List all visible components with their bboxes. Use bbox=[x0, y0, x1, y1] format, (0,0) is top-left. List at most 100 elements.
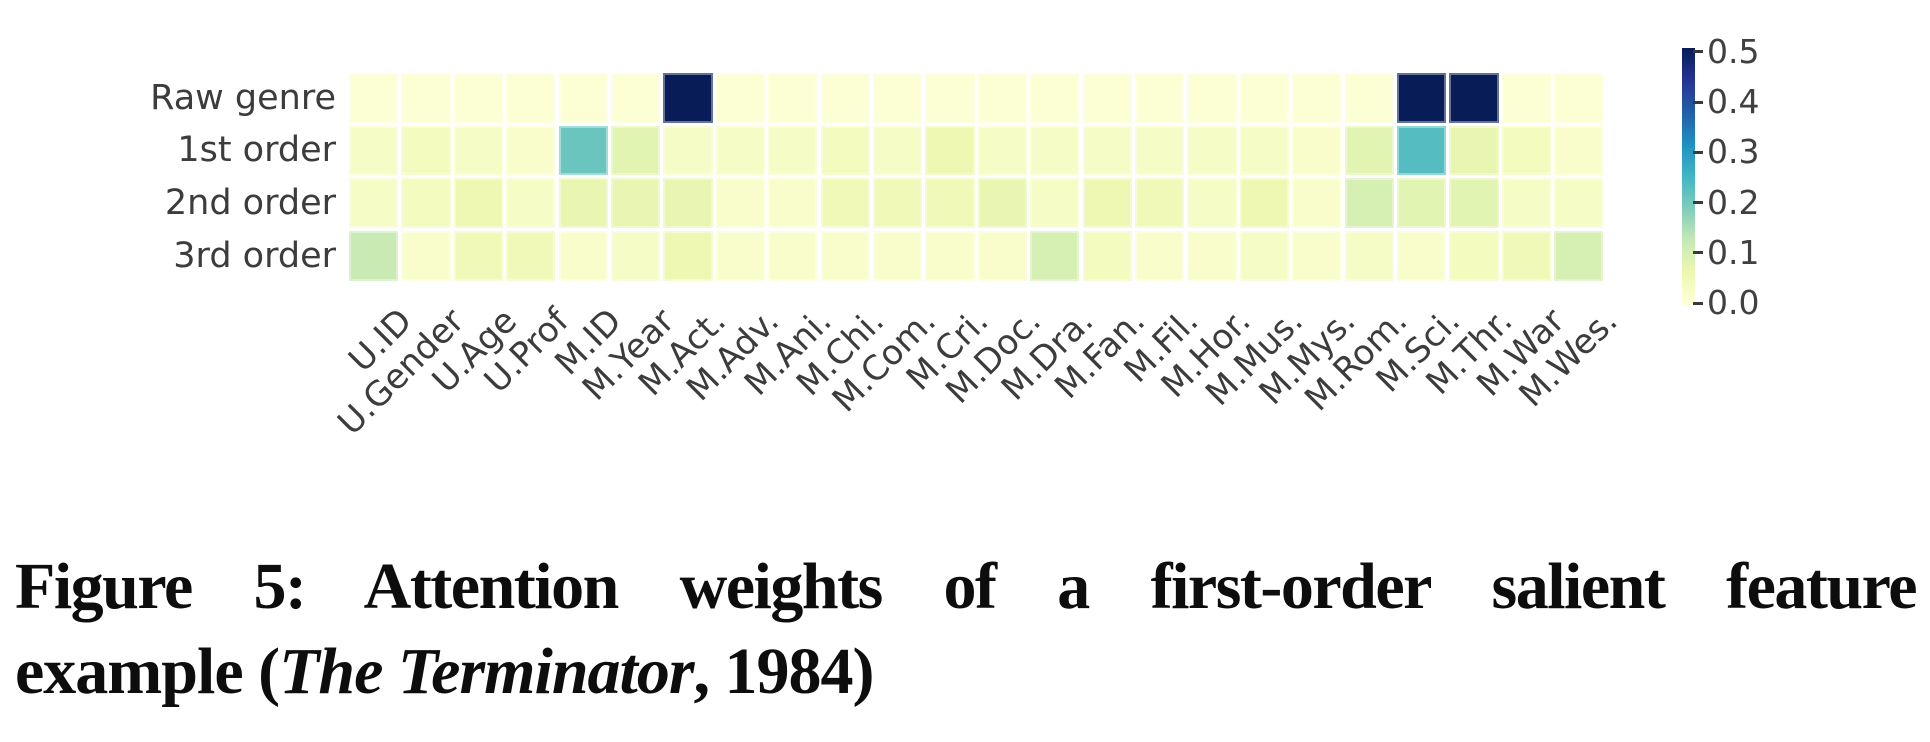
heatmap-cell bbox=[1292, 73, 1342, 123]
heatmap-cell bbox=[558, 231, 608, 281]
caption-line-2: example (The Terminator, 1984) bbox=[15, 629, 1916, 714]
heatmap-cell bbox=[453, 231, 504, 281]
heatmap-cell bbox=[611, 73, 661, 123]
heatmap-cell bbox=[349, 125, 399, 176]
heatmap-cell bbox=[401, 178, 451, 228]
heatmap-cell bbox=[349, 178, 399, 228]
heatmap-cell bbox=[1397, 73, 1447, 123]
heatmap-cell bbox=[1135, 73, 1185, 123]
heatmap-cell bbox=[1239, 178, 1290, 228]
heatmap-cell bbox=[453, 73, 504, 123]
heatmap-cell bbox=[1501, 231, 1552, 281]
heatmap-cell bbox=[506, 178, 556, 228]
heatmap-cell bbox=[873, 73, 923, 123]
heatmap-cell bbox=[1344, 178, 1394, 228]
y-tick-label: 3rd order bbox=[173, 235, 336, 276]
colorbar-tick-mark bbox=[1693, 50, 1703, 54]
heatmap-cell bbox=[663, 231, 713, 281]
heatmap-cell bbox=[1135, 231, 1185, 281]
heatmap-cell bbox=[1397, 231, 1447, 281]
heatmap-cell bbox=[768, 231, 818, 281]
heatmap-cell bbox=[925, 178, 975, 228]
heatmap-cell bbox=[453, 178, 504, 228]
colorbar-tick-label: 0.2 bbox=[1707, 182, 1760, 222]
heatmap-cell bbox=[1187, 125, 1237, 176]
heatmap-cell bbox=[1239, 231, 1290, 281]
heatmap-cell bbox=[1187, 73, 1237, 123]
heatmap-cell bbox=[1554, 178, 1604, 228]
heatmap-cell bbox=[1397, 178, 1447, 228]
heatmap-cell bbox=[1030, 178, 1080, 228]
heatmap-cell bbox=[715, 178, 766, 228]
heatmap-cell bbox=[820, 231, 870, 281]
heatmap-cell bbox=[977, 231, 1028, 281]
heatmap-cell bbox=[925, 73, 975, 123]
heatmap-cell bbox=[820, 125, 870, 176]
caption-line2-suffix: , 1984) bbox=[693, 635, 875, 708]
heatmap-cell bbox=[1449, 178, 1499, 228]
y-tick-label: 2nd order bbox=[164, 183, 336, 224]
heatmap-cell bbox=[558, 73, 608, 123]
colorbar-tick-mark bbox=[1693, 100, 1703, 104]
heatmap-cell bbox=[349, 231, 399, 281]
colorbar-gradient bbox=[1682, 48, 1695, 305]
heatmap-cell bbox=[611, 231, 661, 281]
heatmap-cell bbox=[1239, 73, 1290, 123]
heatmap-cell bbox=[401, 125, 451, 176]
heatmap-cell bbox=[768, 73, 818, 123]
heatmap-cell bbox=[1292, 178, 1342, 228]
heatmap-cell bbox=[715, 231, 766, 281]
caption-movie-title: The Terminator bbox=[279, 635, 694, 708]
colorbar-tick-mark bbox=[1693, 201, 1703, 205]
heatmap-cell bbox=[873, 231, 923, 281]
heatmap-cell bbox=[1135, 178, 1185, 228]
heatmap-cell bbox=[663, 178, 713, 228]
heatmap-cell bbox=[1030, 231, 1080, 281]
heatmap-cell bbox=[1082, 125, 1132, 176]
heatmap-cell bbox=[1082, 178, 1132, 228]
heatmap-cell bbox=[1135, 125, 1185, 176]
heatmap-cell bbox=[715, 73, 766, 123]
heatmap-cell bbox=[1082, 73, 1132, 123]
colorbar-tick-mark bbox=[1693, 301, 1703, 305]
heatmap-cell bbox=[925, 231, 975, 281]
heatmap-cell bbox=[1239, 125, 1290, 176]
heatmap-cell bbox=[349, 73, 399, 123]
heatmap-cell bbox=[873, 125, 923, 176]
heatmap-cell bbox=[1501, 125, 1552, 176]
heatmap-cell bbox=[977, 125, 1028, 176]
heatmap-cell bbox=[1292, 125, 1342, 176]
heatmap-cell bbox=[1344, 125, 1394, 176]
heatmap-cell bbox=[1554, 231, 1604, 281]
heatmap-cell bbox=[1554, 73, 1604, 123]
heatmap-cell bbox=[1187, 231, 1237, 281]
heatmap-cell bbox=[1187, 178, 1237, 228]
heatmap-cell bbox=[820, 178, 870, 228]
colorbar-tick-label: 0.3 bbox=[1707, 132, 1760, 172]
heatmap-cell bbox=[977, 178, 1028, 228]
heatmap-cell bbox=[925, 125, 975, 176]
heatmap-cell bbox=[1292, 231, 1342, 281]
heatmap-cell bbox=[558, 178, 608, 228]
heatmap-cell bbox=[873, 178, 923, 228]
heatmap-cell bbox=[1030, 125, 1080, 176]
heatmap-cell bbox=[453, 125, 504, 176]
heatmap-cell bbox=[1344, 73, 1394, 123]
heatmap-cell bbox=[558, 125, 608, 176]
colorbar-tick-label: 0.5 bbox=[1707, 31, 1760, 71]
heatmap-cell bbox=[1344, 231, 1394, 281]
heatmap-cell bbox=[506, 125, 556, 176]
heatmap-cell bbox=[663, 125, 713, 176]
heatmap-cell bbox=[401, 73, 451, 123]
heatmap-cell bbox=[768, 178, 818, 228]
heatmap-cell bbox=[1449, 73, 1499, 123]
heatmap-cell bbox=[506, 231, 556, 281]
heatmap-cell bbox=[1082, 231, 1132, 281]
heatmap-cell bbox=[506, 73, 556, 123]
heatmap-cell bbox=[1554, 125, 1604, 176]
colorbar-tick-label: 0.0 bbox=[1707, 283, 1760, 323]
colorbar-tick-label: 0.4 bbox=[1707, 82, 1760, 122]
heatmap-cell bbox=[611, 125, 661, 176]
y-tick-label: 1st order bbox=[177, 130, 336, 171]
